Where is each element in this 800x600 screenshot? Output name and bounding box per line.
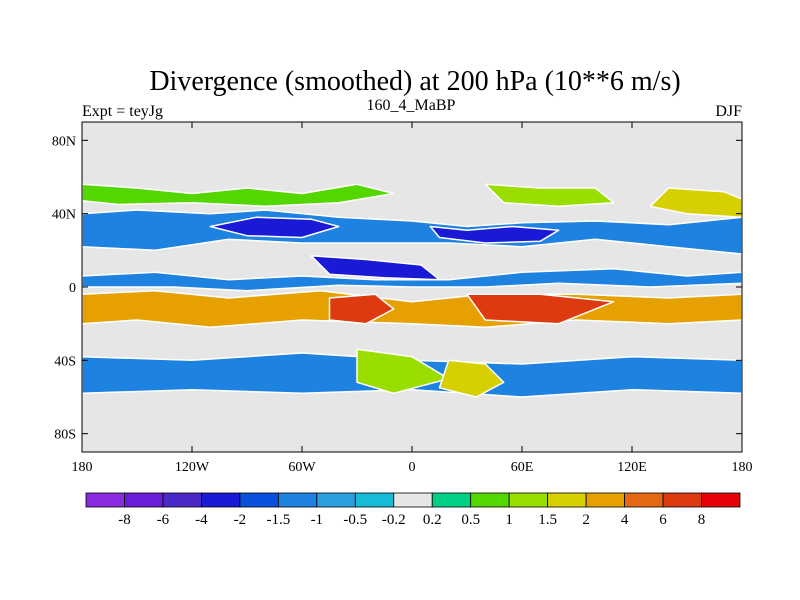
contour-region-indian-ocean-strong-divergence <box>466 293 615 325</box>
contour-region-north-atlantic-divergence <box>81 183 395 208</box>
contour-fill-layer <box>81 183 743 398</box>
x-tick-label: 180 <box>72 460 93 475</box>
x-tick-label: 120E <box>617 460 647 475</box>
y-tick-label: 40S <box>54 354 76 369</box>
experiment-label: Expt = teyJg <box>82 103 163 120</box>
colorbar-swatch <box>470 492 510 508</box>
x-tick-label: 120W <box>175 460 210 475</box>
colorbar-label: 1 <box>505 512 513 528</box>
y-tick-label: 0 <box>69 281 76 296</box>
colorbar-swatch <box>393 492 433 508</box>
x-tick-label: 180 <box>732 460 753 475</box>
x-axis: 180 120W 60W 0 60E 120E 180 <box>72 122 753 475</box>
chart-title: Divergence (smoothed) at 200 hPa (10**6 … <box>149 66 680 97</box>
case-label: 160_4_MaBP <box>367 97 456 114</box>
colorbar-label: 6 <box>659 512 667 528</box>
colorbar-label: -1.5 <box>266 512 290 528</box>
x-tick-label: 60W <box>288 460 316 475</box>
colorbar-swatch <box>316 492 356 508</box>
contour-region-south-america-strong-divergence <box>328 293 395 325</box>
colorbar-swatch <box>585 492 625 508</box>
contour-region-north-pacific-strong-convergence <box>209 216 340 239</box>
colorbar-label: -8 <box>118 512 131 528</box>
contour-region-west-asia-strong-convergence <box>429 225 560 244</box>
contour-region-south-atlantic-divergence <box>356 348 450 395</box>
colorbar-swatch <box>124 492 164 508</box>
colorbar-label: -4 <box>195 512 208 528</box>
colorbar: -8 -6 -4 -2 -1.5 -1 -0.5 -0.2 0.2 0.5 1 1.5 2 4 6 8 <box>85 492 741 528</box>
colorbar-swatch <box>162 492 202 508</box>
colorbar-label: -6 <box>157 512 170 528</box>
y-tick-label: 80N <box>52 134 76 149</box>
colorbar-swatch <box>431 492 472 508</box>
colorbar-label: -1 <box>311 512 324 528</box>
colorbar-label: 0.2 <box>423 512 442 528</box>
x-tick-label: 0 <box>409 460 416 475</box>
colorbar-label: 1.5 <box>538 512 557 528</box>
colorbar-swatch <box>354 492 395 508</box>
x-tick-label: 60E <box>511 460 534 475</box>
contour-region-southern-africa-divergence <box>438 359 505 398</box>
colorbar-label: 4 <box>621 512 629 528</box>
y-tick-label: 80S <box>54 428 76 443</box>
colorbar-swatch <box>701 492 741 508</box>
colorbar-label: -2 <box>234 512 247 528</box>
colorbar-swatch <box>547 492 587 508</box>
colorbar-swatch <box>85 492 125 508</box>
colorbar-swatch <box>201 492 241 508</box>
colorbar-swatch <box>662 492 702 508</box>
y-tick-label: 40N <box>52 208 76 223</box>
colorbar-label: 8 <box>698 512 706 528</box>
colorbar-swatch <box>239 492 279 508</box>
colorbar-label: -0.5 <box>343 512 367 528</box>
colorbar-swatch <box>277 492 318 508</box>
season-label: DJF <box>715 103 742 120</box>
colorbar-label: 0.5 <box>461 512 480 528</box>
contour-region-central-asia-divergence <box>484 183 615 208</box>
colorbar-swatch <box>624 492 664 508</box>
colorbar-swatch <box>508 492 549 508</box>
map-panel: 180 120W 60W 0 60E 120E 180 80N 40N 0 40S 80S <box>52 121 753 475</box>
colorbar-label: -0.2 <box>382 512 406 528</box>
y-axis: 80N 40N 0 40S 80S <box>52 134 742 443</box>
colorbar-label: 2 <box>582 512 590 528</box>
